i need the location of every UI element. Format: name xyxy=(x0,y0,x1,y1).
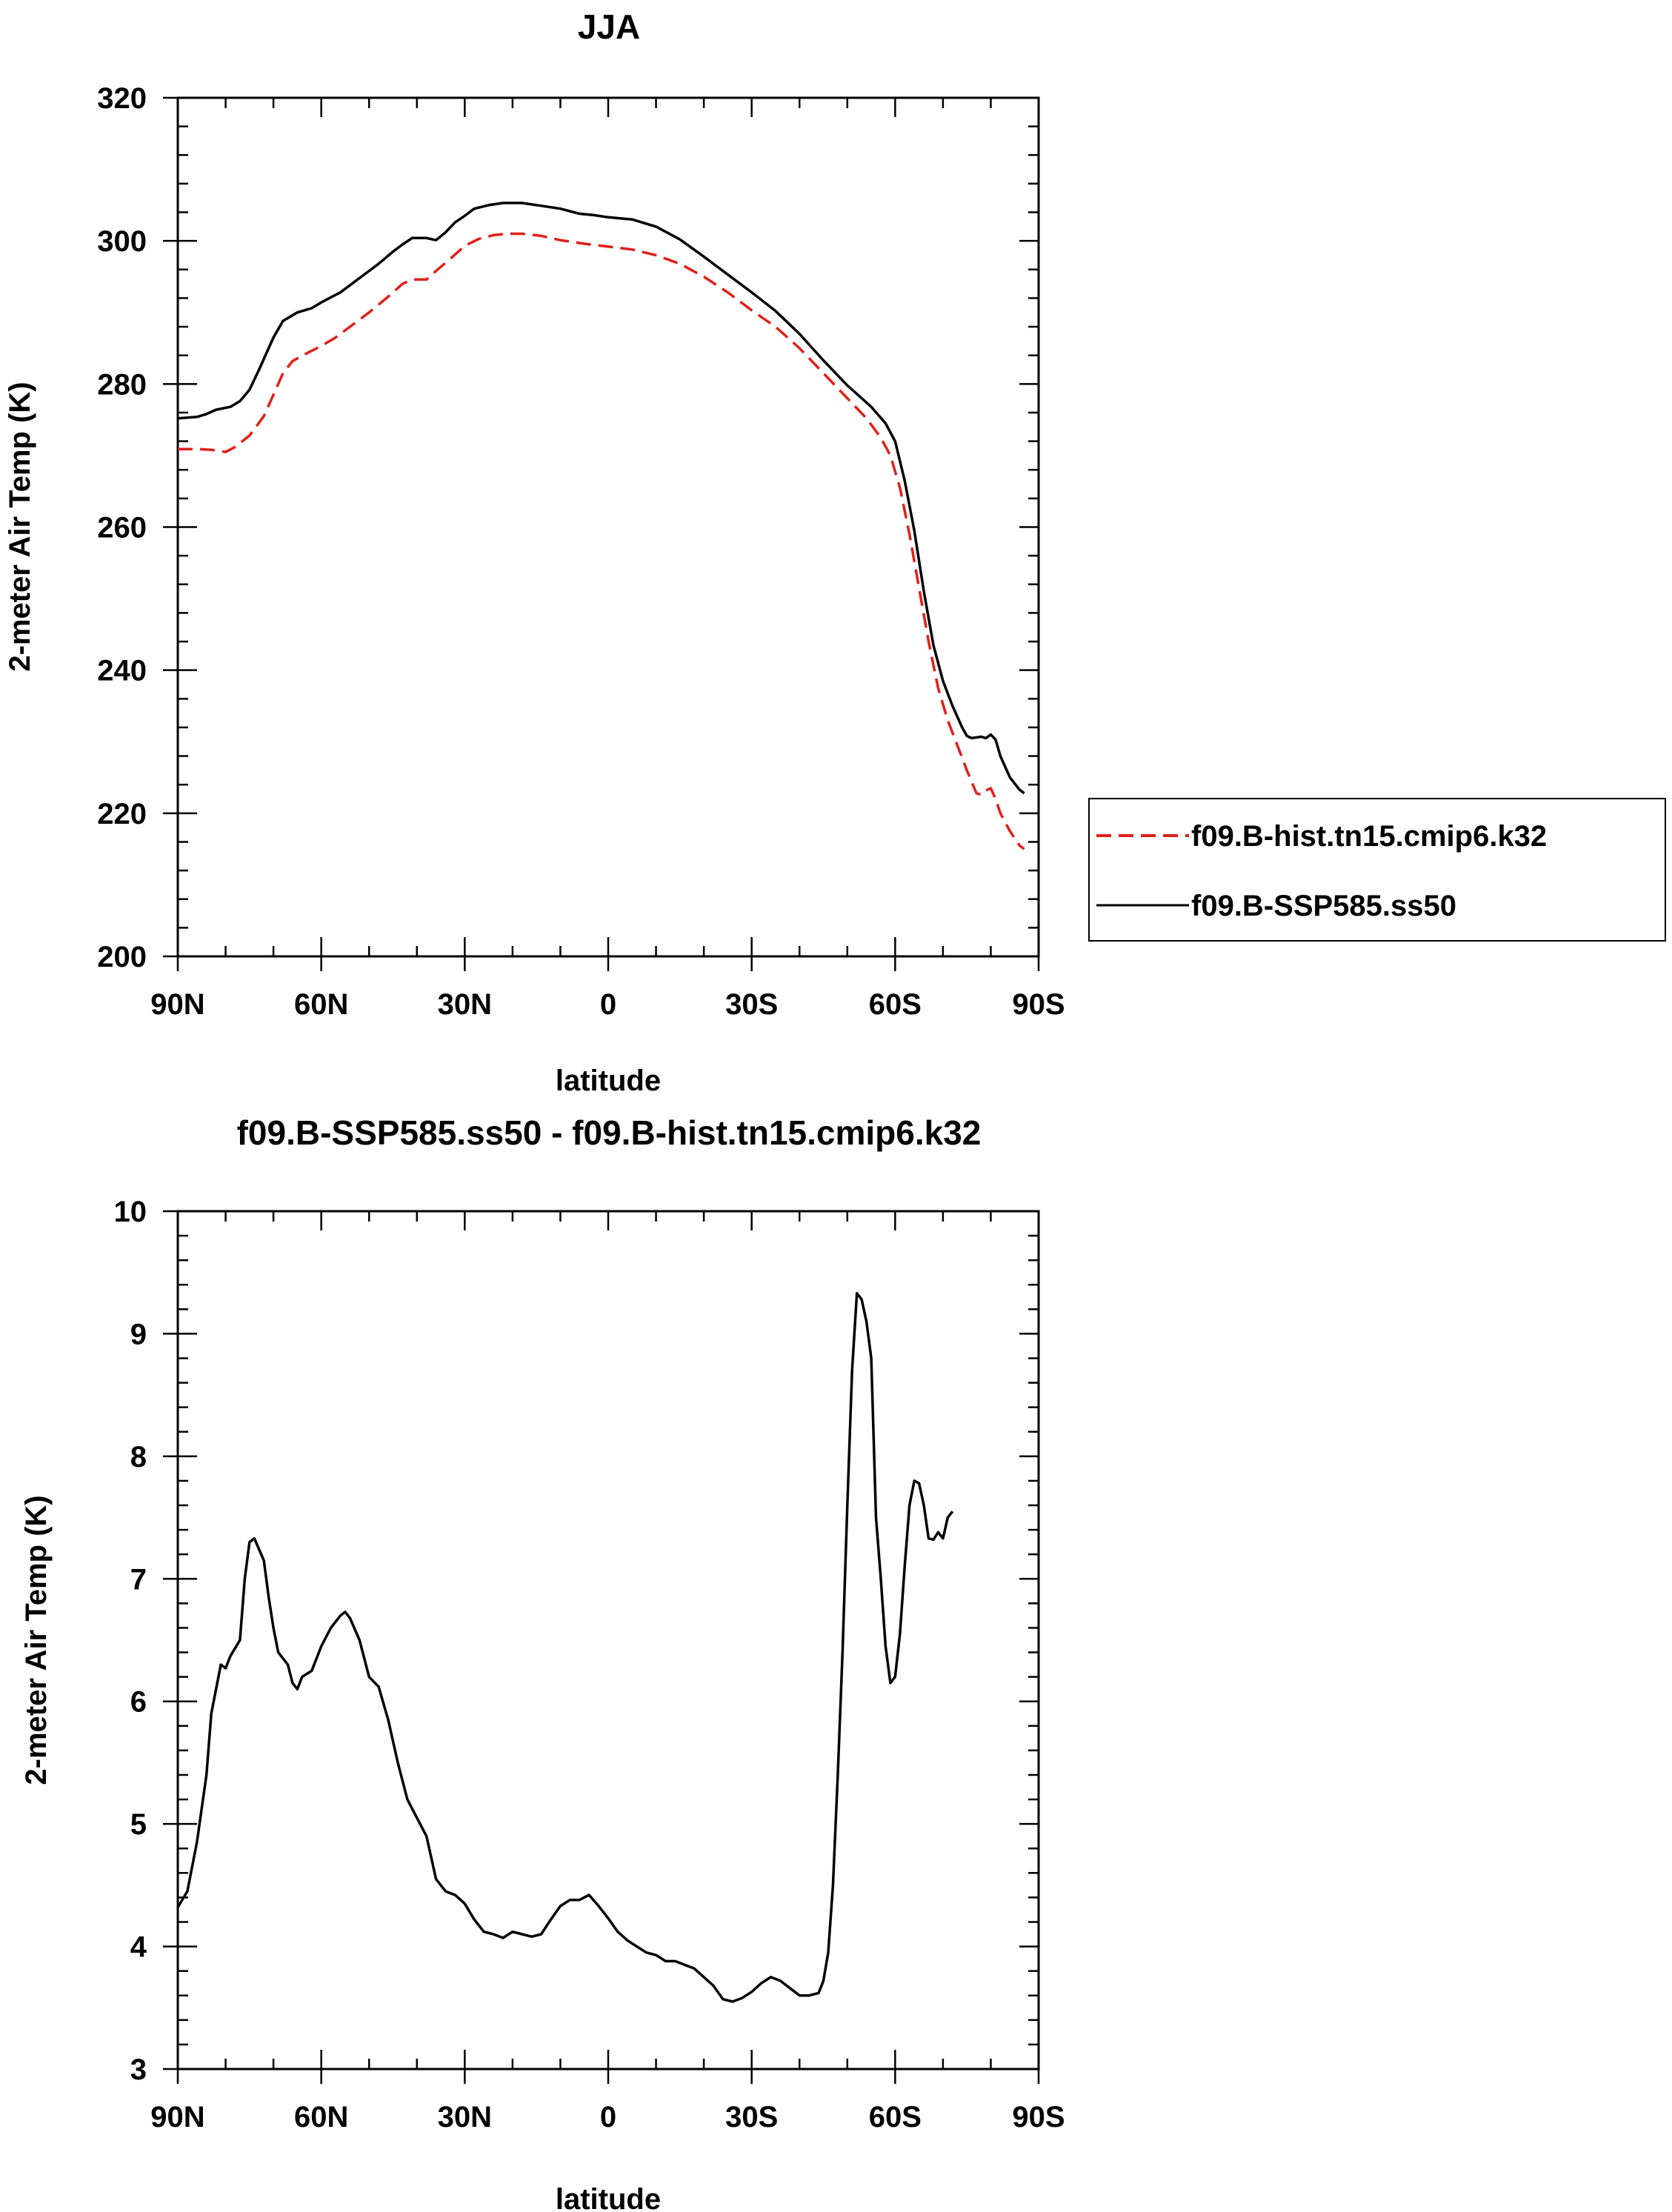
chart-title: JJA xyxy=(578,7,640,46)
y-tick-label: 200 xyxy=(97,941,147,973)
y-tick-label: 6 xyxy=(130,1686,147,1719)
y-axis-title: 2-meter Air Temp (K) xyxy=(4,382,36,671)
x-tick-label: 60N xyxy=(294,988,348,1021)
series-line-f09-b-ssp585-ss50 xyxy=(177,201,1025,795)
legend-label-ssp585: f09.B-SSP585.ss50 xyxy=(1191,890,1456,922)
chart-title: f09.B-SSP585.ss50 - f09.B-hist.tn15.cmip… xyxy=(237,1113,982,1152)
x-tick-label: 90N xyxy=(150,988,204,1021)
x-tick-label: 60S xyxy=(869,2101,922,2133)
plot-frame xyxy=(176,96,1040,958)
x-axis-title: latitude xyxy=(556,1065,661,1097)
y-tick-label: 220 xyxy=(97,798,147,830)
series-line-difference xyxy=(176,1292,954,2003)
legend: f09.B-hist.tn15.cmip6.k32 f09.B-SSP585.s… xyxy=(1088,798,1666,942)
y-tick-label: 280 xyxy=(97,368,147,401)
y-tick-label: 3 xyxy=(130,2053,147,2086)
y-axis-title: 2-meter Air Temp (K) xyxy=(20,1495,53,1785)
y-tick-label: 10 xyxy=(114,1196,147,1228)
x-tick-label: 60S xyxy=(869,988,922,1021)
series-line-f09-b-hist-tn15-cmip6-k32 xyxy=(178,232,1025,850)
y-tick-label: 7 xyxy=(130,1563,147,1596)
x-tick-label: 30N xyxy=(438,988,492,1021)
y-tick-label: 5 xyxy=(130,1808,147,1841)
x-axis-title: latitude xyxy=(556,2183,661,2212)
x-tick-label: 60N xyxy=(294,2101,348,2133)
plot-frame xyxy=(176,1210,1040,2071)
y-tick-label: 240 xyxy=(97,655,147,687)
x-tick-label: 90S xyxy=(1012,2101,1065,2133)
y-tick-label: 4 xyxy=(130,1931,147,1964)
y-tick-label: 300 xyxy=(97,225,147,258)
x-tick-label: 30N xyxy=(438,2101,492,2133)
x-tick-label: 0 xyxy=(600,2101,616,2133)
y-tick-label: 8 xyxy=(130,1441,147,1473)
temperature-panel: JJA 90N 60N 30N 0 30S 60S 90S 200 220 240 260 280 30… xyxy=(4,7,1666,1097)
y-tick-label: 320 xyxy=(97,82,147,115)
y-tick-label: 9 xyxy=(130,1318,147,1350)
y-tick-label: 260 xyxy=(97,512,147,544)
legend-box xyxy=(1088,798,1666,942)
x-tick-label: 30S xyxy=(725,2101,778,2133)
x-tick-label: 30S xyxy=(725,988,778,1021)
x-tick-label: 90S xyxy=(1012,988,1065,1021)
legend-label-hist: f09.B-hist.tn15.cmip6.k32 xyxy=(1191,820,1547,853)
x-tick-label: 90N xyxy=(150,2101,204,2133)
difference-panel: f09.B-SSP585.ss50 - f09.B-hist.tn15.cmip… xyxy=(20,1113,1065,2212)
x-tick-label: 0 xyxy=(600,988,616,1021)
